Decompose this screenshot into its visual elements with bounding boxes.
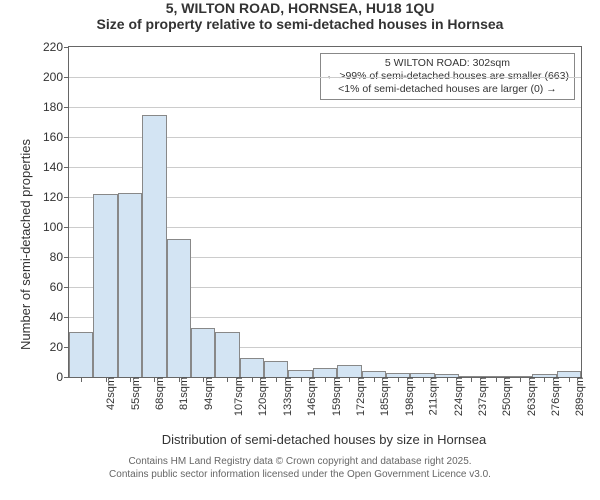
xtick-label: 198sqm: [402, 377, 416, 416]
histogram-bar: [93, 194, 117, 377]
property-size-chart: 5, WILTON ROAD, HORNSEA, HU18 1QU Size o…: [0, 0, 600, 500]
xtick-mark: [349, 377, 350, 382]
xtick-label: 133sqm: [280, 377, 294, 416]
ytick-label: 80: [50, 250, 69, 264]
xtick-mark: [252, 377, 253, 382]
xtick-label: 250sqm: [499, 377, 513, 416]
xtick-mark: [179, 377, 180, 382]
xtick-mark: [423, 377, 424, 382]
xtick-mark: [447, 377, 448, 382]
xtick-label: 276sqm: [548, 377, 562, 416]
chart-footer: Contains HM Land Registry data © Crown c…: [0, 456, 600, 481]
xtick-label: 146sqm: [304, 377, 318, 416]
xtick-mark: [130, 377, 131, 382]
ytick-label: 180: [43, 100, 69, 114]
xtick-mark: [520, 377, 521, 382]
ytick-label: 40: [50, 310, 69, 324]
ytick-label: 100: [43, 220, 69, 234]
xtick-label: 263sqm: [524, 377, 538, 416]
xtick-label: 172sqm: [353, 377, 367, 416]
plot-area: 5 WILTON ROAD: 302sqm ← >99% of semi-det…: [68, 46, 582, 378]
xtick-label: 224sqm: [451, 377, 465, 416]
xtick-mark: [398, 377, 399, 382]
ytick-label: 200: [43, 70, 69, 84]
xtick-label: 289sqm: [573, 377, 587, 416]
xtick-mark: [569, 377, 570, 382]
ytick-label: 120: [43, 190, 69, 204]
footer-line1: Contains HM Land Registry data © Crown c…: [0, 456, 600, 469]
xtick-mark: [544, 377, 545, 382]
xtick-label: 159sqm: [329, 377, 343, 416]
annotation-line1: 5 WILTON ROAD: 302sqm: [326, 57, 569, 70]
annotation-line3: <1% of semi-detached houses are larger (…: [326, 83, 569, 96]
xtick-mark: [154, 377, 155, 382]
histogram-bar: [288, 370, 312, 378]
xtick-mark: [325, 377, 326, 382]
xtick-mark: [81, 377, 82, 382]
histogram-bar: [264, 361, 288, 378]
xtick-mark: [496, 377, 497, 382]
histogram-bar: [142, 115, 166, 378]
xtick-mark: [106, 377, 107, 382]
x-axis-label: Distribution of semi-detached houses by …: [68, 432, 580, 447]
xtick-label: 211sqm: [425, 377, 439, 415]
ytick-label: 220: [43, 40, 69, 54]
xtick-mark: [301, 377, 302, 382]
histogram-bar: [337, 365, 361, 377]
xtick-label: 185sqm: [378, 377, 392, 416]
ytick-label: 160: [43, 130, 69, 144]
histogram-bar: [118, 193, 142, 378]
xtick-mark: [471, 377, 472, 382]
xtick-mark: [374, 377, 375, 382]
ytick-label: 140: [43, 160, 69, 174]
footer-line2: Contains public sector information licen…: [0, 469, 600, 482]
chart-title-line1: 5, WILTON ROAD, HORNSEA, HU18 1QU: [0, 0, 600, 16]
xtick-mark: [203, 377, 204, 382]
xtick-label: 120sqm: [256, 377, 270, 416]
ytick-label: 60: [50, 280, 69, 294]
ytick-label: 20: [50, 340, 69, 354]
grid-line: [69, 77, 581, 78]
histogram-bar: [167, 239, 191, 377]
xtick-label: 107sqm: [231, 377, 245, 416]
xtick-mark: [276, 377, 277, 382]
histogram-bar: [191, 328, 215, 378]
y-axis-label: Number of semi-detached properties: [18, 139, 33, 350]
histogram-bar: [69, 332, 93, 377]
xtick-label: 237sqm: [475, 377, 489, 416]
histogram-bar: [313, 368, 337, 377]
grid-line: [69, 107, 581, 108]
chart-title-line2: Size of property relative to semi-detach…: [0, 16, 600, 32]
xtick-mark: [227, 377, 228, 382]
ytick-label: 0: [56, 370, 69, 384]
histogram-bar: [240, 358, 264, 378]
histogram-bar: [215, 332, 239, 377]
